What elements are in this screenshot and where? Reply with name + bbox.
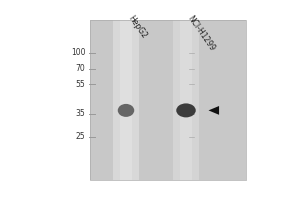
- Text: 70: 70: [76, 64, 85, 73]
- Ellipse shape: [118, 104, 134, 117]
- Text: 55: 55: [76, 80, 85, 88]
- Text: 100: 100: [71, 48, 85, 57]
- Text: HepG2: HepG2: [126, 14, 148, 40]
- Bar: [173, 20, 199, 180]
- Bar: [120, 20, 132, 180]
- Text: 35: 35: [76, 109, 85, 118]
- Text: NCI-H1299: NCI-H1299: [186, 14, 217, 53]
- Bar: [90, 20, 246, 180]
- Ellipse shape: [176, 103, 196, 117]
- Text: 25: 25: [76, 132, 86, 141]
- Bar: [180, 20, 192, 180]
- Polygon shape: [208, 106, 219, 115]
- Bar: [113, 20, 139, 180]
- Bar: [90, 20, 246, 180]
